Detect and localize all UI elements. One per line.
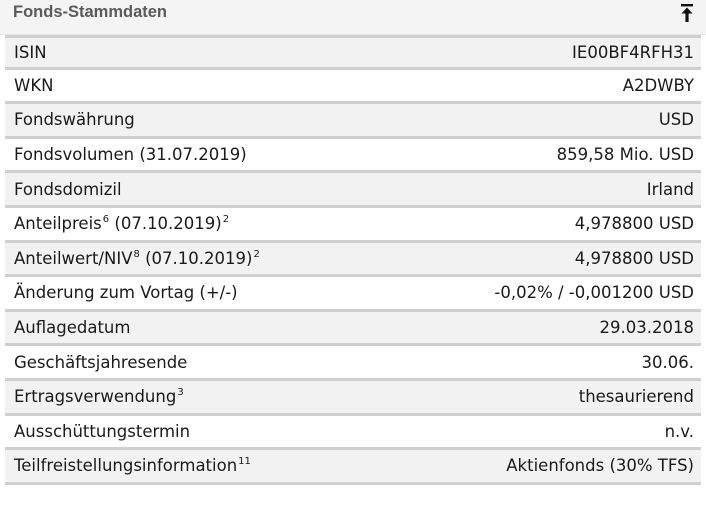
master-data-table: ISIN IE00BF4RFH31 WKN A2DWBY Fondswährun…	[5, 35, 701, 485]
row-label: Änderung zum Vortag (+/-)	[14, 283, 238, 303]
row-label: Ausschüttungstermin	[14, 421, 191, 441]
row-value: 29.03.2018	[599, 318, 694, 338]
row-value: USD	[658, 110, 694, 130]
row-label: Fondsdomizil	[14, 179, 122, 199]
table-row: Fondswährung USD	[5, 104, 701, 139]
row-value: Irland	[646, 179, 694, 199]
row-label-text: Teilfreistellungsinformation	[14, 456, 238, 476]
table-row: Geschäftsjahresende 30.06.	[5, 346, 701, 381]
row-label: ISIN	[14, 42, 47, 62]
row-value: -0,02% / -0,001200 USD	[494, 283, 694, 303]
footnote-link[interactable]: 2	[222, 214, 230, 226]
row-value: 859,58 Mio. USD	[556, 145, 694, 165]
table-row: Anteilpreis6 (07.10.2019)2 4,978800 USD	[5, 207, 701, 243]
table-row: Ausschüttungstermin n.v.	[5, 415, 701, 451]
footnote-link[interactable]: 11	[238, 456, 251, 468]
row-value: A2DWBY	[622, 75, 694, 95]
table-row: WKN A2DWBY	[5, 69, 701, 105]
row-label: Geschäftsjahresende	[14, 352, 188, 372]
row-label: Fondsvolumen (31.07.2019)	[14, 145, 247, 165]
section-header: Fonds-Stammdaten	[0, 0, 706, 35]
row-label: Auflagedatum	[14, 318, 131, 338]
row-label-text: Anteilpreis	[14, 214, 102, 234]
table-row: Änderung zum Vortag (+/-) -0,02% / -0,00…	[5, 277, 701, 312]
row-label: Teilfreistellungsinformation11	[14, 456, 251, 475]
arrow-up-to-line-icon	[681, 4, 693, 22]
row-value: 30.06.	[641, 352, 694, 372]
table-row: Anteilwert/NIV8 (07.10.2019)2 4,978800 U…	[5, 242, 701, 278]
row-value: 4,978800 USD	[574, 214, 694, 234]
row-label: WKN	[14, 75, 54, 95]
row-value: n.v.	[664, 421, 694, 441]
footnote-link[interactable]: 8	[133, 248, 140, 260]
row-value: Aktienfonds (30% TFS)	[506, 456, 694, 476]
table-row: Auflagedatum 29.03.2018	[5, 311, 701, 347]
table-row: Ertragsverwendung3 thesaurierend	[5, 380, 701, 416]
table-row: Fondsvolumen (31.07.2019) 859,58 Mio. US…	[5, 138, 701, 174]
row-label: Ertragsverwendung3	[14, 387, 184, 406]
row-label-date: (07.10.2019)	[139, 248, 253, 268]
row-value: thesaurierend	[578, 387, 694, 407]
table-row: Teilfreistellungsinformation11 Aktienfon…	[5, 450, 701, 485]
row-value: 4,978800 USD	[574, 248, 694, 268]
scroll-to-top-button[interactable]	[680, 3, 694, 23]
row-value: IE00BF4RFH31	[572, 42, 694, 62]
table-row: ISIN IE00BF4RFH31	[5, 35, 701, 70]
row-label: Anteilwert/NIV8 (07.10.2019)2	[14, 249, 260, 268]
row-label-text: Anteilwert/NIV	[14, 248, 133, 268]
row-label-text: Ertragsverwendung	[14, 387, 177, 407]
table-row: Fondsdomizil Irland	[5, 173, 701, 208]
section-title: Fonds-Stammdaten	[13, 3, 168, 21]
row-label: Fondswährung	[14, 110, 135, 130]
row-label-date: (07.10.2019)	[109, 214, 222, 234]
footnote-link[interactable]: 2	[253, 248, 260, 260]
footnote-link[interactable]: 3	[177, 387, 184, 399]
row-label: Anteilpreis6 (07.10.2019)2	[14, 214, 229, 233]
footnote-link[interactable]: 6	[102, 214, 110, 226]
